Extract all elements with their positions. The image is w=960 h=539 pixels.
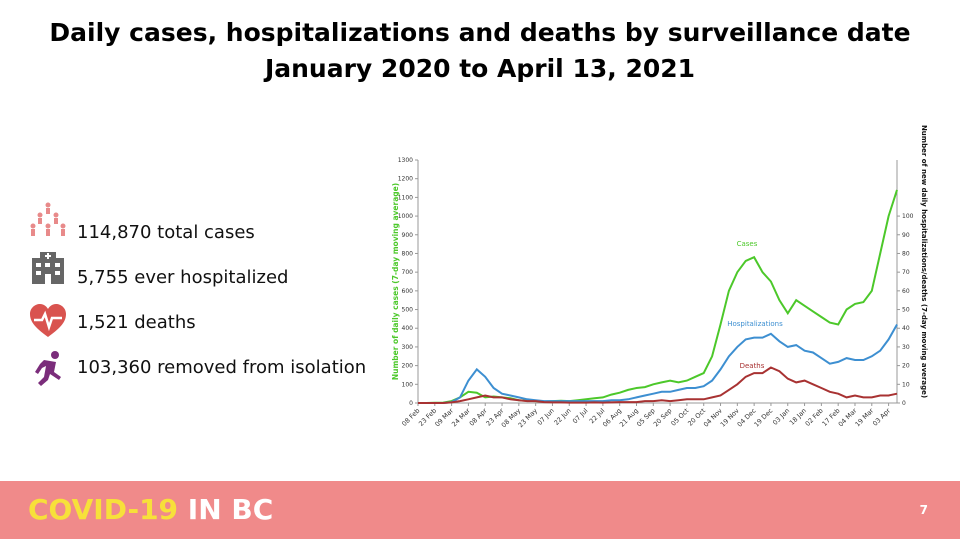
y-tick-label: 0 (409, 400, 413, 407)
y2-tick-label: 50 (902, 307, 910, 314)
y-tick-label: 800 (402, 250, 414, 257)
series-line (418, 366, 898, 404)
x-tick-label: 19 Mar (854, 407, 876, 429)
chart: 0100200300400500600700800900100011001200… (391, 125, 928, 430)
brand-covid: COVID-19 (28, 493, 179, 526)
brand: COVID-19 IN BC (28, 493, 273, 526)
y-tick-label: 900 (402, 232, 414, 239)
y2-tick-label: 10 (902, 381, 910, 388)
y-tick-label: 300 (402, 344, 414, 351)
heart-icon (30, 304, 66, 337)
title-line: January 2020 to April 13, 2021 (264, 54, 696, 83)
y-tick-label: 100 (402, 381, 414, 388)
x-tick-label: 03 Jan (771, 407, 791, 427)
y2-tick-label: 30 (902, 344, 910, 351)
series-label: Deaths (740, 362, 765, 370)
series-label: Hospitalizations (727, 320, 783, 328)
y2-tick-label: 90 (902, 232, 910, 239)
title-line: Daily cases, hospitalizations and deaths… (49, 18, 911, 47)
y2-tick-label: 60 (902, 288, 910, 295)
x-tick-label: 07 Jun (536, 407, 556, 427)
y-tick-label: 400 (402, 325, 414, 332)
y-tick-label: 1000 (398, 213, 413, 220)
y2-tick-label: 70 (902, 269, 910, 276)
series-line (418, 189, 898, 404)
y-tick-label: 700 (402, 269, 414, 276)
x-tick-label: 20 Sep (652, 407, 674, 429)
stat-text: 103,360 removed from isolation (77, 357, 367, 378)
y2-axis-label: Number of new daily hospitalizations/dea… (920, 125, 928, 398)
series-label: Cases (737, 240, 758, 248)
x-tick-label: 24 Mar (450, 407, 472, 429)
x-tick-label: 23 May (517, 407, 540, 430)
stat-text: 5,755 ever hospitalized (77, 267, 289, 288)
x-tick-label: 03 Apr (871, 407, 892, 428)
y-tick-label: 600 (402, 288, 414, 295)
y2-tick-label: 100 (902, 213, 914, 220)
y-tick-label: 200 (402, 363, 414, 370)
hospital-icon (32, 252, 64, 284)
y-tick-label: 500 (402, 307, 414, 314)
x-tick-label: 07 Jul (571, 407, 590, 426)
y-tick-label: 1300 (398, 157, 413, 164)
y2-tick-label: 0 (902, 400, 906, 407)
runner-icon (35, 351, 61, 386)
brand-region: IN BC (187, 493, 274, 526)
page-number: 7 (919, 503, 928, 517)
stat-text: 114,870 total cases (77, 222, 255, 243)
x-tick-label: 22 Jun (553, 407, 573, 427)
stat-text: 1,521 deaths (77, 312, 196, 333)
y2-tick-label: 40 (902, 325, 910, 332)
y2-tick-label: 80 (902, 250, 910, 257)
y-axis-label: Number of daily cases (7-day moving aver… (391, 183, 400, 380)
y-tick-label: 1200 (398, 176, 413, 183)
footer: COVID-19 IN BC 7 (0, 481, 960, 539)
series-line (418, 324, 898, 404)
x-tick-label: 19 Dec (752, 406, 774, 428)
people-icon (30, 202, 66, 236)
y2-tick-label: 20 (902, 363, 910, 370)
y-tick-label: 1100 (398, 194, 413, 201)
